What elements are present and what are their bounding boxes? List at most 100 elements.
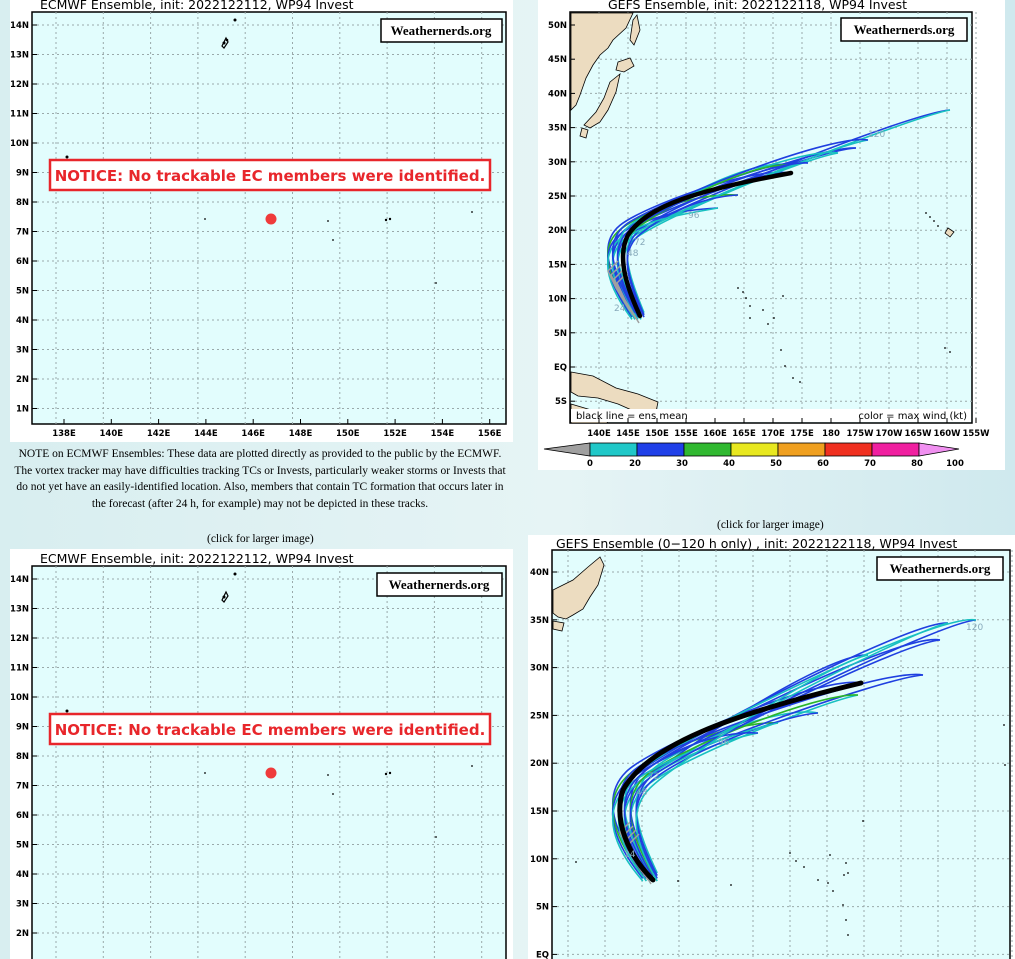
colorbar-label: 20	[629, 459, 641, 469]
lat-label: 11N	[10, 664, 29, 674]
island-mark	[782, 295, 784, 297]
brand-box: Weathernerds.org	[876, 556, 1004, 581]
island-mark	[847, 872, 849, 874]
lat-label: 15N	[530, 807, 549, 817]
island-mark	[384, 218, 388, 222]
lat-label: 20N	[548, 226, 567, 236]
colorbar-swatch	[589, 442, 638, 457]
ensemble-track	[629, 639, 941, 879]
island-mark	[749, 317, 751, 319]
lat-label: 13N	[10, 51, 29, 61]
lon-label: 145E	[616, 429, 640, 439]
island-marks	[575, 724, 1006, 936]
latitude-labels: 14N 13N 12N 11N 10N 9N 8N 7N 6N 5N 4N 3N 2N	[10, 575, 37, 939]
brand-label: Weathernerds.org	[389, 577, 490, 592]
lat-label: 12N	[10, 80, 29, 90]
colorbar-arrow-left	[543, 442, 591, 457]
lon-label: 140E	[587, 429, 611, 439]
japan	[552, 556, 605, 620]
island-mark	[845, 862, 847, 864]
island-mark	[773, 317, 775, 319]
colorbar-label: 80	[911, 459, 923, 469]
colorbar-label: 60	[817, 459, 829, 469]
lat-label: 5S	[555, 397, 567, 407]
ensemble-track	[635, 654, 869, 882]
ecmwf-map-svg-bottom: ECMWF Ensemble, init: 2022122112, WP94 I…	[10, 551, 507, 959]
ecmwf-note: NOTE on ECMWF Ensembles: These data are …	[14, 448, 506, 510]
gefs-120h-map-svg: 120 96 72 48 24 GEFS Ensemble (0−120 h o…	[530, 536, 1013, 959]
island-guam	[221, 590, 229, 603]
map-title: ECMWF Ensemble, init: 2022122112, WP94 I…	[40, 0, 354, 12]
island-mark	[327, 220, 329, 222]
lat-label: 4N	[16, 870, 29, 880]
honshu	[583, 72, 621, 129]
footer-mean-note: black line = ens mean	[576, 411, 688, 422]
island-marks	[65, 572, 473, 838]
lat-label: EQ	[554, 363, 567, 373]
lon-label: 160E	[703, 429, 727, 439]
brand-label: Weathernerds.org	[890, 561, 991, 576]
lon-label: 146E	[241, 429, 265, 439]
island-guam	[221, 36, 229, 49]
island-mark	[784, 365, 786, 367]
gefs-ensemble-map-top[interactable]: 120 96 72 48 24 GEFS Ensemble, init: 202…	[538, 0, 1005, 470]
brand-box: Weathernerds.org	[376, 572, 503, 597]
click-larger-link-left[interactable]: (click for larger image)	[207, 533, 314, 545]
ecmwf-map-svg: ECMWF Ensemble, init: 2022122112, WP94 I…	[10, 0, 507, 439]
lat-label: 45N	[548, 55, 567, 65]
island-mark	[737, 287, 739, 289]
lat-label: 11N	[10, 110, 29, 120]
lon-label: 138E	[52, 429, 76, 439]
track-label-96: 96	[718, 738, 730, 748]
island-mark	[847, 934, 849, 936]
island-mark	[792, 377, 794, 379]
lon-label: 170W	[875, 429, 903, 439]
land-masses	[552, 556, 605, 632]
lat-label: 30N	[530, 664, 549, 674]
lat-label: 2N	[16, 929, 29, 939]
lon-label: 140E	[100, 429, 124, 439]
ensemble-track	[626, 194, 739, 318]
ecmwf-ensemble-map-top[interactable]: ECMWF Ensemble, init: 2022122112, WP94 I…	[10, 0, 513, 442]
lon-label: 170E	[761, 429, 785, 439]
lon-label: 144E	[194, 429, 218, 439]
lat-label: 5N	[554, 329, 567, 339]
island-mark	[332, 793, 334, 795]
click-larger-link-right[interactable]: (click for larger image)	[717, 519, 824, 531]
sakhalin-kurils	[629, 14, 641, 46]
brand-label: Weathernerds.org	[854, 22, 955, 37]
lat-label: 14N	[10, 575, 29, 585]
island-mark	[933, 220, 935, 222]
lon-label: 175E	[790, 429, 814, 439]
lat-label: 35N	[548, 124, 567, 134]
lat-label: 3N	[16, 900, 29, 910]
colorbar-swatch	[777, 442, 826, 457]
island-mark	[749, 305, 751, 307]
island-mark	[575, 861, 577, 863]
lat-label: 10N	[530, 855, 549, 865]
notice-box: NOTICE: No trackable EC members were ide…	[48, 158, 492, 192]
invest-position-dot	[265, 213, 277, 225]
invest-position-dot	[265, 767, 277, 779]
lat-label: 35N	[530, 616, 549, 626]
lat-label: 10N	[10, 139, 29, 149]
island-mark	[832, 890, 834, 892]
island-mark	[843, 874, 845, 876]
lon-label: 180	[822, 429, 840, 439]
colorbar-arrow-right	[918, 442, 960, 457]
colorbar-label: 70	[864, 459, 876, 469]
island-mark	[435, 836, 437, 838]
lat-label: 5N	[536, 903, 549, 913]
island-mark	[1003, 724, 1005, 726]
island-mark	[780, 349, 782, 351]
island-mark	[795, 860, 797, 862]
track-label-120: 120	[868, 130, 885, 140]
colorbar-swatch	[871, 442, 920, 457]
weak-track	[616, 272, 640, 324]
track-label-72: 72	[634, 238, 645, 248]
gefs-ensemble-map-120h[interactable]: 120 96 72 48 24 GEFS Ensemble (0−120 h o…	[528, 535, 1015, 959]
island-mark	[929, 216, 931, 218]
lat-label: EQ	[536, 950, 549, 959]
ecmwf-ensemble-map-bottom[interactable]: ECMWF Ensemble, init: 2022122112, WP94 I…	[10, 549, 513, 959]
footer-strip	[571, 409, 971, 422]
